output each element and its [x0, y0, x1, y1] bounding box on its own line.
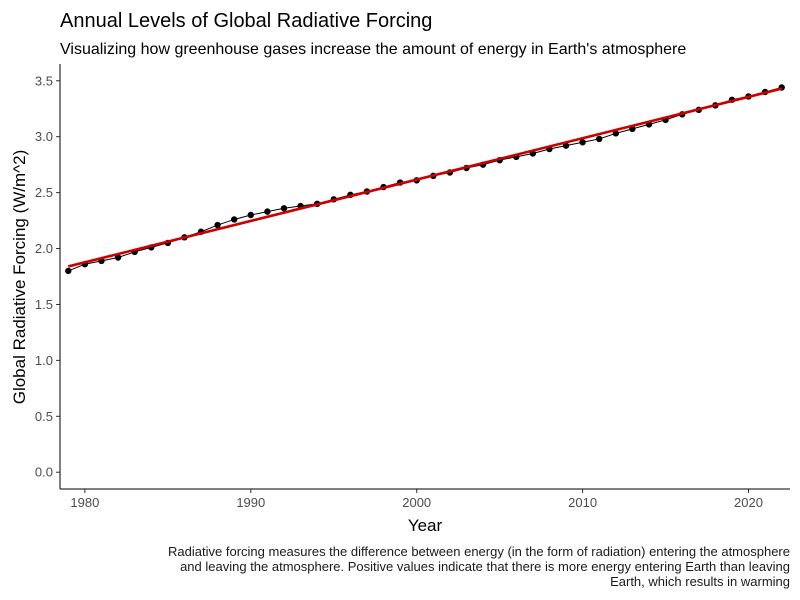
y-tick-label: 0.5: [35, 409, 53, 424]
data-point: [231, 216, 238, 223]
y-tick-label: 1.5: [35, 297, 53, 312]
caption-line-1: Radiative forcing measures the differenc…: [168, 544, 790, 559]
y-axis-title: Global Radiative Forcing (W/m^2): [10, 150, 29, 405]
x-tick-label: 1990: [236, 495, 265, 510]
data-point: [114, 254, 122, 261]
x-tick-label: 1980: [70, 495, 99, 510]
y-tick-label: 2.0: [35, 241, 53, 256]
y-tick-label: 0.0: [35, 465, 53, 480]
x-tick-label: 2020: [734, 495, 763, 510]
x-tick-label: 2010: [568, 495, 597, 510]
data-point: [264, 208, 271, 215]
y-tick-label: 3.5: [35, 73, 53, 88]
y-tick-label: 3.0: [35, 129, 53, 144]
data-point: [596, 135, 603, 143]
caption-line-2: and leaving the atmosphere. Positive val…: [180, 559, 790, 574]
data-point: [579, 139, 586, 146]
x-tick-label: 2000: [402, 495, 431, 510]
caption-line-3: Earth, which results in warming: [610, 574, 790, 589]
y-tick-label: 2.5: [35, 185, 53, 200]
data-point: [65, 267, 72, 275]
data-point: [280, 205, 288, 212]
x-axis-ticks: 1980 1990 2000 2010 2020: [70, 489, 763, 510]
y-axis-ticks: 0.0 0.5 1.0 1.5 2.0 2.5 3.0 3.5: [35, 73, 60, 480]
chart-subtitle: Visualizing how greenhouse gases increas…: [60, 41, 686, 58]
data-point: [214, 221, 221, 229]
plot-area: [65, 84, 785, 275]
data-point: [612, 130, 619, 137]
x-axis-title: Year: [408, 516, 443, 535]
chart-title: Annual Levels of Global Radiative Forcin…: [60, 10, 432, 32]
y-tick-label: 1.0: [35, 353, 53, 368]
trend-line: [67, 87, 783, 268]
data-point: [247, 211, 254, 219]
